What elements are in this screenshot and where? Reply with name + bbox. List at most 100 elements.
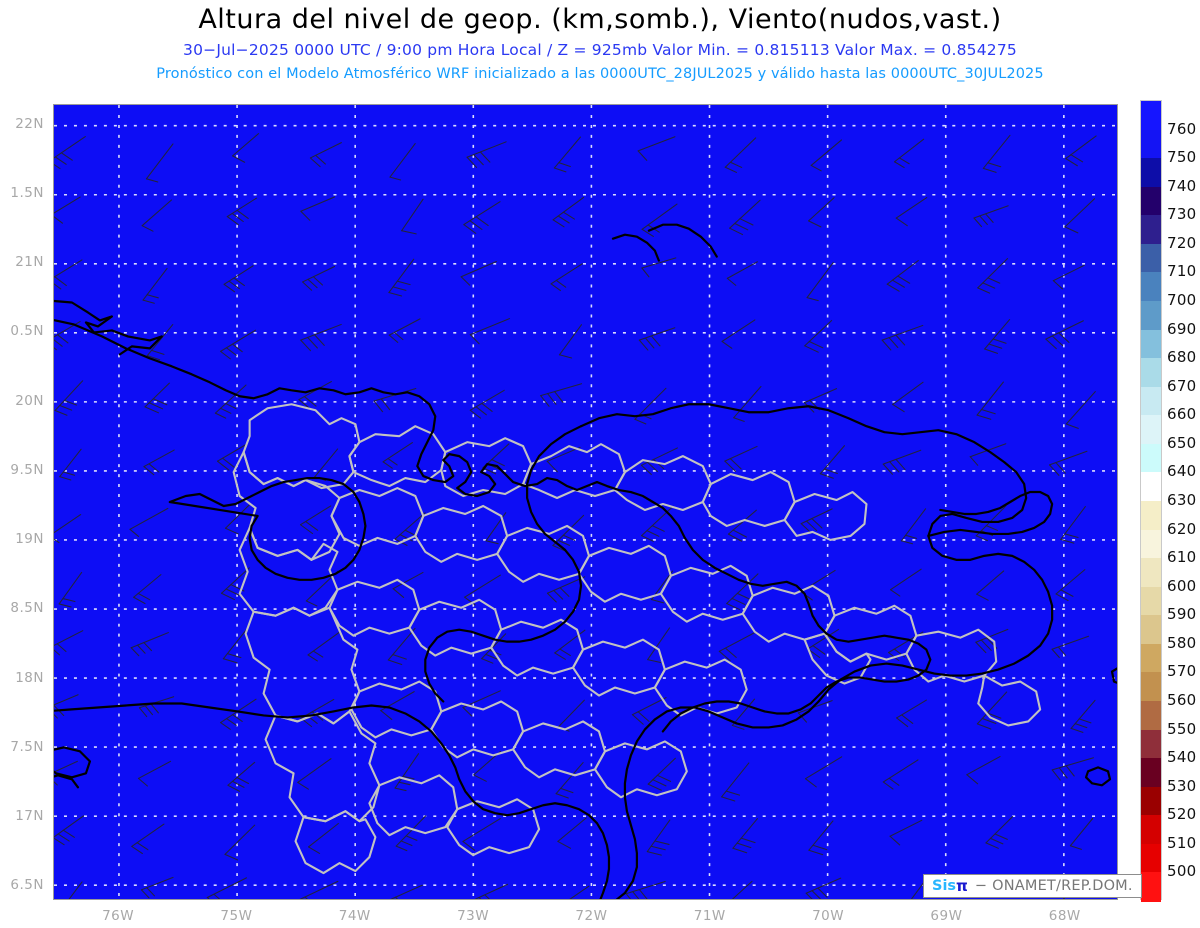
wind-barb xyxy=(130,632,169,657)
wind-barb xyxy=(314,448,339,481)
colorbar-tick-label: 600 xyxy=(1167,576,1197,595)
y-tick-label: 20N xyxy=(15,392,44,409)
y-tick-label: 0.5N xyxy=(10,323,44,340)
attribution-logo: Sis π − ONAMET/REP.DOM. xyxy=(923,874,1142,898)
x-tick-label: 68W xyxy=(1048,908,1081,924)
wind-barb xyxy=(214,384,247,419)
wind-barb xyxy=(982,134,1011,173)
colorbar-tick-label: 530 xyxy=(1167,776,1197,795)
map-plot-area[interactable] xyxy=(53,104,1118,900)
x-tick-label: 71W xyxy=(693,908,726,924)
colorbar-tick-label: 540 xyxy=(1167,748,1197,767)
colorbar-tick-label: 520 xyxy=(1167,805,1197,824)
x-tick-label: 72W xyxy=(575,908,608,924)
colorbar-tick-label: 620 xyxy=(1167,519,1197,538)
wind-barb xyxy=(800,508,833,534)
wind-barb xyxy=(387,627,416,666)
wind-barb xyxy=(966,756,1001,785)
wind-barb xyxy=(54,760,78,786)
wind-barb xyxy=(634,387,667,425)
colorbar-tick-label: 720 xyxy=(1167,233,1197,252)
wind-barb xyxy=(388,318,421,343)
wind-barb xyxy=(131,823,165,855)
wind-barb xyxy=(553,136,582,173)
wind-barb xyxy=(463,201,501,234)
wind-barb xyxy=(462,818,501,851)
colorbar-band xyxy=(1141,243,1161,273)
wind-barb xyxy=(641,505,674,542)
wind-barb xyxy=(546,446,581,473)
wind-barb xyxy=(473,750,501,782)
colorbar-band xyxy=(1141,558,1161,588)
wind-barb xyxy=(731,880,753,899)
colorbar-tick-label: 580 xyxy=(1167,633,1197,652)
wind-barb xyxy=(969,443,1007,466)
colorbar-band xyxy=(1141,301,1161,331)
colorbar-tick-label: 630 xyxy=(1167,491,1197,509)
wind-barb xyxy=(808,197,835,228)
wind-barb xyxy=(975,628,1009,654)
province-borders-layer xyxy=(232,403,1042,875)
colorbar-tick-label: 500 xyxy=(1167,862,1197,881)
wind-barb xyxy=(227,761,256,792)
wind-barb xyxy=(640,447,678,475)
wind-barb xyxy=(1064,198,1096,234)
wind-barb xyxy=(892,381,924,413)
wind-barb xyxy=(554,629,586,660)
logo-org-text: − ONAMET/REP.DOM. xyxy=(974,878,1133,894)
wind-barb xyxy=(145,143,174,183)
logo-sis-text: Sis xyxy=(932,878,957,894)
wind-barb xyxy=(569,885,590,899)
wind-barb xyxy=(889,819,923,846)
wind-barb xyxy=(1060,506,1086,544)
colorbar-band xyxy=(1141,758,1161,788)
wind-barb xyxy=(68,881,83,899)
grid-lines-longitude xyxy=(118,105,1065,899)
wind-barb xyxy=(890,568,922,597)
colorbar-band xyxy=(1141,729,1161,759)
wind-barb xyxy=(224,503,251,535)
logo-pi-icon: π xyxy=(956,877,968,895)
colorbar[interactable]: 760 750 740 730 720 710 700 690 680 670 660 650 640 6… xyxy=(1140,100,1200,902)
wind-barb xyxy=(804,319,833,353)
colorbar-tick-label: 560 xyxy=(1167,691,1197,709)
wind-barb xyxy=(976,381,1004,420)
wind-barb xyxy=(394,753,420,792)
wind-barb xyxy=(895,197,928,227)
wind-barb xyxy=(806,261,834,302)
wind-barb xyxy=(138,696,175,718)
wind-barb xyxy=(882,449,922,475)
wind-barb xyxy=(896,699,927,728)
x-tick-label: 70W xyxy=(812,908,845,924)
y-tick-label: 7.5N xyxy=(10,738,44,755)
wind-barb xyxy=(557,817,587,849)
colorbar-band xyxy=(1141,815,1161,845)
wind-barb xyxy=(555,762,584,799)
wind-barb xyxy=(718,631,756,662)
y-tick-label: 22N xyxy=(15,115,44,132)
wind-barb xyxy=(54,135,86,170)
wind-barb xyxy=(297,758,332,790)
wind-barb xyxy=(216,443,248,471)
colorbar-tick-label: 660 xyxy=(1167,405,1197,424)
wind-barb xyxy=(394,512,426,546)
wind-barb xyxy=(299,880,339,899)
wind-barb xyxy=(224,824,256,861)
wind-barb xyxy=(641,257,677,278)
wind-barb xyxy=(307,822,339,854)
colorbar-tick-label: 750 xyxy=(1167,148,1197,167)
wind-barb xyxy=(721,762,750,802)
wind-barb xyxy=(388,258,415,297)
wind-barb xyxy=(460,260,497,286)
wind-barb xyxy=(142,267,168,304)
wind-barb xyxy=(389,143,416,181)
wind-barb xyxy=(552,514,585,552)
wind-barb xyxy=(309,142,342,168)
colorbar-tick-label: 510 xyxy=(1167,833,1197,852)
wind-barb xyxy=(220,329,257,360)
wind-barb xyxy=(220,567,250,601)
subtitle-datetime: 30−Jul−2025 0000 UTC / 9:00 pm Hora Loca… xyxy=(183,41,1017,59)
wind-barb xyxy=(140,876,174,899)
wind-barb xyxy=(307,631,340,662)
wind-barb xyxy=(206,877,247,899)
